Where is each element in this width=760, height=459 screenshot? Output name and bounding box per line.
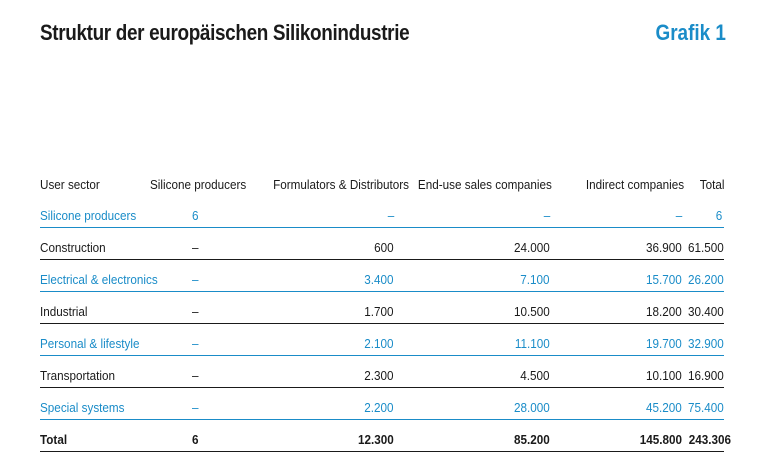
table-row: Construction – 600 24.000 36.900 61.500	[40, 227, 724, 260]
cell-end-use: 4.500	[396, 355, 552, 388]
cell-producers: 6	[152, 196, 258, 228]
table-row: Personal & lifestyle – 2.100 11.100 19.7…	[40, 323, 724, 356]
cell-sector: Special systems	[40, 387, 152, 420]
cell-formulators: 2.300	[258, 355, 396, 388]
cell-indirect: 10.100	[552, 355, 684, 388]
cell-formulators: 3.400	[258, 259, 396, 292]
cell-formulators: 12.300	[258, 419, 396, 452]
cell-total: 32.900	[684, 323, 724, 356]
data-table: User sector Silicone producers Formulato…	[40, 166, 731, 452]
cell-end-use: 28.000	[396, 387, 552, 420]
table-header-row: User sector Silicone producers Formulato…	[40, 166, 724, 196]
cell-producers: –	[152, 227, 258, 260]
figure-label: Grafik 1	[655, 20, 726, 45]
cell-formulators: 2.200	[258, 387, 396, 420]
cell-indirect: 36.900	[552, 227, 684, 260]
cell-sector: Construction	[40, 227, 152, 260]
table-row: Silicone producers 6 – – – 6	[40, 196, 724, 228]
column-header-formulators: Formulators & Distributors	[273, 177, 409, 192]
cell-end-use: 24.000	[396, 227, 552, 260]
table-row: Transportation – 2.300 4.500 10.100 16.9…	[40, 355, 724, 388]
cell-total: 75.400	[684, 387, 724, 420]
cell-producers: –	[152, 291, 258, 324]
cell-sector: Total	[40, 419, 152, 452]
column-header-end-use: End-use sales companies	[418, 177, 552, 192]
cell-indirect: 45.200	[552, 387, 684, 420]
cell-producers: –	[152, 387, 258, 420]
cell-sector: Personal & lifestyle	[40, 323, 152, 356]
table-total-row: Total 6 12.300 85.200 145.800 243.306	[40, 419, 731, 452]
table-row: Electrical & electronics – 3.400 7.100 1…	[40, 259, 724, 292]
cell-formulators: 600	[258, 227, 396, 260]
cell-formulators: 1.700	[258, 291, 396, 324]
cell-total: 16.900	[684, 355, 724, 388]
cell-sector: Electrical & electronics	[40, 259, 158, 292]
cell-producers: –	[152, 355, 258, 388]
cell-producers: –	[152, 259, 258, 292]
cell-total: 61.500	[684, 227, 724, 260]
cell-end-use: 85.200	[396, 419, 552, 452]
cell-total: 30.400	[684, 291, 724, 324]
cell-producers: –	[152, 323, 258, 356]
table-row: Special systems – 2.200 28.000 45.200 75…	[40, 387, 724, 420]
cell-sector: Industrial	[40, 291, 152, 324]
column-header-silicone-producers: Silicone producers	[150, 177, 247, 192]
cell-total: 26.200	[684, 259, 724, 292]
cell-producers: 6	[152, 419, 258, 452]
cell-indirect: 145.800	[552, 419, 684, 452]
cell-total: 243.306	[684, 419, 731, 452]
cell-sector: Silicone producers	[40, 196, 152, 228]
column-header-indirect: Indirect companies	[585, 177, 684, 192]
cell-end-use: 10.500	[396, 291, 552, 324]
column-header-user-sector: User sector	[40, 177, 100, 192]
cell-formulators: –	[258, 196, 396, 228]
cell-sector: Transportation	[40, 355, 152, 388]
cell-total: 6	[684, 196, 724, 228]
table-row: Industrial – 1.700 10.500 18.200 30.400	[40, 291, 724, 324]
cell-end-use: 7.100	[396, 259, 552, 292]
cell-indirect: –	[552, 196, 684, 228]
cell-indirect: 18.200	[552, 291, 684, 324]
cell-indirect: 19.700	[552, 323, 684, 356]
cell-formulators: 2.100	[258, 323, 396, 356]
column-header-total: Total	[699, 177, 724, 192]
cell-end-use: –	[396, 196, 552, 228]
cell-indirect: 15.700	[552, 259, 684, 292]
page-title: Struktur der europäischen Silikonindustr…	[40, 20, 410, 45]
cell-end-use: 11.100	[396, 323, 552, 356]
